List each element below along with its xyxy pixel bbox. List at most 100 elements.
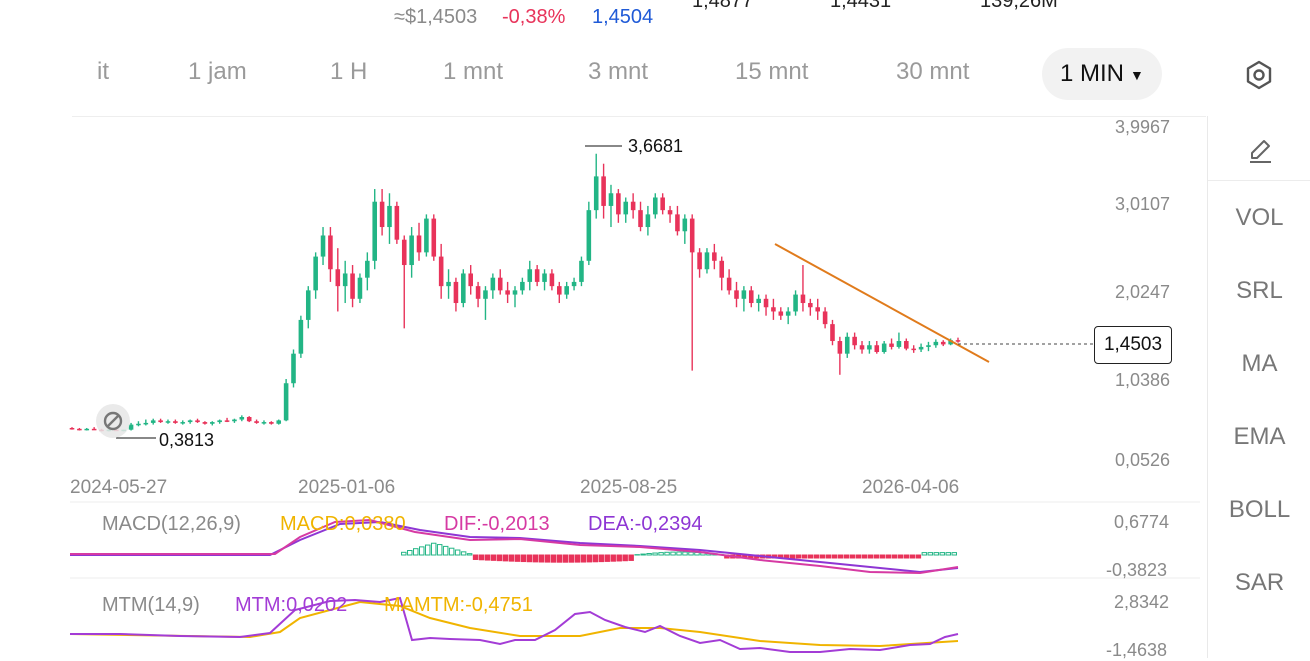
candle-body: [350, 273, 355, 298]
candle-body: [668, 210, 673, 214]
macd-bar: [880, 555, 884, 558]
candle-body: [808, 303, 813, 307]
mtm-value: MTM:0,0202: [235, 594, 347, 617]
macd-bar: [940, 553, 944, 555]
candle-body: [616, 193, 621, 214]
candle-body: [498, 278, 503, 291]
price-axis-label: 0,0526: [1115, 450, 1170, 471]
candle-body: [742, 290, 747, 298]
candle-body: [136, 424, 141, 426]
macd-bar: [659, 553, 663, 555]
macd-bar: [928, 553, 932, 555]
candle-body: [431, 219, 436, 257]
candle-body: [631, 202, 636, 210]
mtm-title[interactable]: MTM(14,9): [102, 594, 200, 617]
candlestick-chart[interactable]: [0, 0, 1207, 658]
candle-body: [838, 341, 843, 354]
draw-pencil-icon[interactable]: [1244, 134, 1276, 166]
indicator-ema[interactable]: EMA: [1208, 423, 1310, 451]
candle-body: [402, 240, 407, 265]
candle-body: [284, 383, 289, 420]
candle-body: [690, 219, 695, 253]
candle-body: [247, 417, 252, 421]
candle-body: [727, 278, 732, 291]
indicator-vol[interactable]: VOL: [1208, 204, 1310, 232]
candle-body: [232, 420, 237, 422]
macd-bar: [647, 554, 651, 555]
macd-bar: [414, 549, 418, 555]
date-label: 2025-01-06: [298, 477, 395, 499]
candle-body: [572, 282, 577, 286]
candle-body: [254, 421, 259, 423]
candle-body: [527, 269, 532, 282]
candle-body: [166, 421, 171, 423]
macd-bar: [641, 554, 645, 555]
candle-body: [941, 342, 946, 345]
macd-bar: [820, 555, 824, 558]
macd-bar: [533, 555, 537, 562]
macd-bar: [952, 553, 956, 555]
price-axis-label: 3,0107: [1115, 194, 1170, 215]
candle-body: [188, 420, 193, 422]
candle-body: [815, 307, 820, 311]
indicator-srl[interactable]: SRL: [1208, 277, 1310, 305]
candle-body: [291, 354, 296, 384]
macd-bar: [862, 555, 866, 558]
macd-bar: [683, 552, 687, 555]
macd-bar: [826, 555, 830, 558]
date-label: 2025-08-25: [580, 477, 677, 499]
macd-bar: [563, 555, 567, 562]
macd-bar: [605, 555, 609, 561]
high-annotation: 3,6681: [628, 136, 683, 157]
candle-body: [874, 345, 879, 352]
macd-bar: [868, 555, 872, 558]
macd-bar: [593, 555, 597, 562]
candle-body: [387, 206, 392, 227]
macd-bar: [467, 554, 471, 555]
indicator-sar[interactable]: SAR: [1208, 569, 1310, 597]
mamtm-value: MAMTM:-0,4751: [384, 594, 533, 617]
candle-body: [653, 197, 658, 214]
indicator-boll[interactable]: BOLL: [1208, 496, 1310, 524]
macd-bar: [617, 555, 621, 561]
macd-bar: [497, 555, 501, 561]
macd-bar: [856, 555, 860, 558]
macd-bar: [521, 555, 525, 562]
macd-bar: [934, 553, 938, 555]
candle-body: [77, 429, 82, 431]
macd-bar: [557, 555, 561, 562]
low-annotation: 0,3813: [159, 430, 214, 451]
candle-body: [801, 295, 806, 303]
candle-body: [793, 295, 798, 312]
macd-bar: [916, 555, 920, 558]
candle-body: [203, 422, 208, 424]
candle-body: [372, 202, 377, 261]
macd-bar: [515, 555, 519, 561]
candle-body: [70, 428, 75, 430]
macd-bar: [796, 555, 800, 558]
candle-body: [491, 278, 496, 291]
chart-reset-icon[interactable]: [96, 404, 130, 438]
candle-body: [483, 290, 488, 298]
candle-body: [830, 324, 835, 341]
candle-body: [904, 341, 909, 349]
price-axis-label: 3,9967: [1115, 117, 1170, 138]
macd-bar: [814, 555, 818, 558]
dif-value: DIF:-0,2013: [444, 513, 550, 536]
candle-body: [823, 311, 828, 324]
candle-body: [424, 219, 429, 253]
macd-bar: [892, 555, 896, 558]
macd-histogram: [402, 543, 957, 562]
indicator-ma[interactable]: MA: [1208, 350, 1310, 378]
candle-body: [882, 344, 887, 352]
candle-body: [646, 214, 651, 227]
candle-body: [358, 278, 363, 299]
macd-bar: [581, 555, 585, 562]
macd-bar: [904, 555, 908, 558]
settings-icon[interactable]: [1244, 60, 1274, 90]
candle-body: [446, 282, 451, 286]
macd-bar: [569, 555, 573, 562]
macd-title[interactable]: MACD(12,26,9): [102, 513, 241, 536]
candle-body: [151, 420, 156, 423]
macd-bar: [539, 555, 543, 562]
